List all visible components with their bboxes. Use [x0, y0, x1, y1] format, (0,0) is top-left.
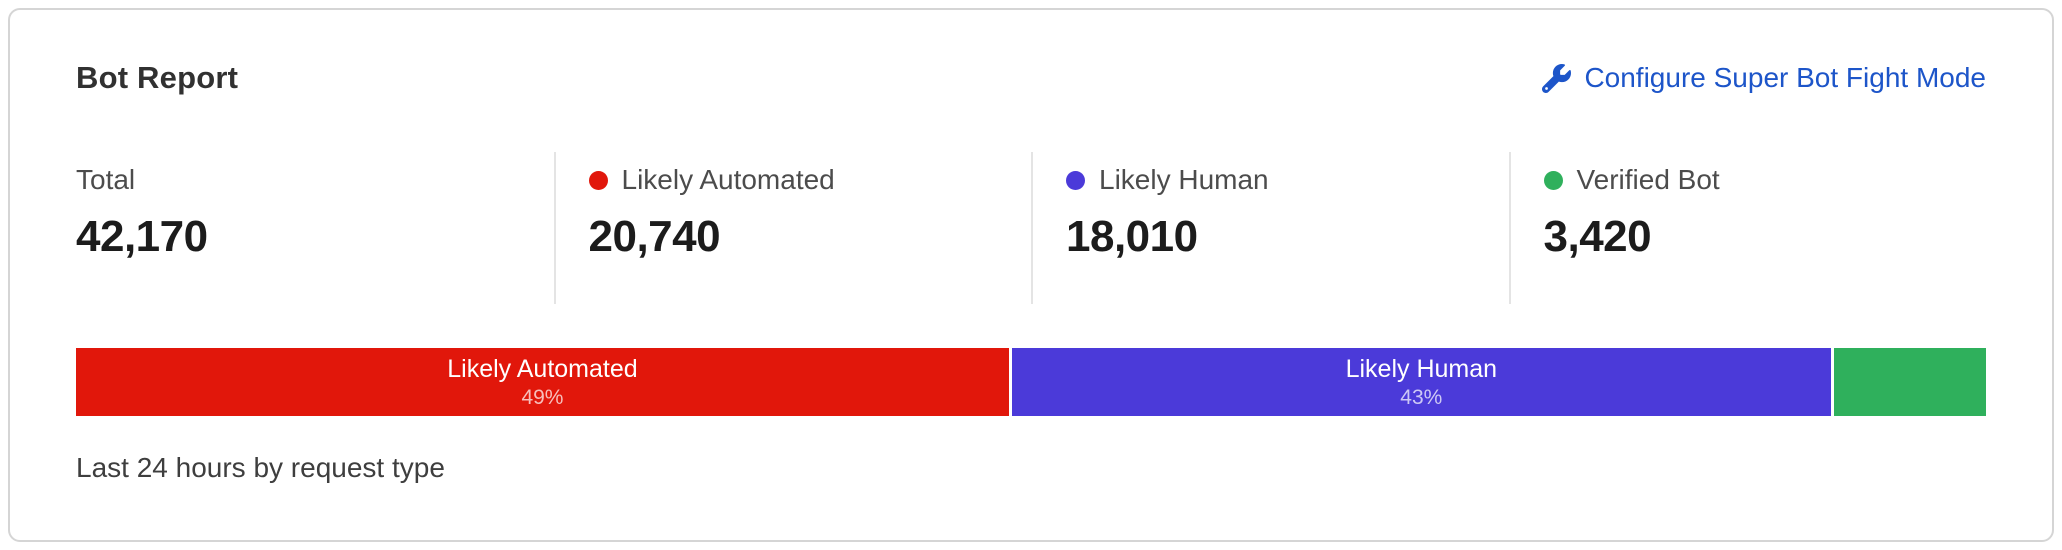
configure-link-label: Configure Super Bot Fight Mode	[1584, 62, 1986, 93]
stats-row: Total 42,170 Likely Automated 20,740 Lik…	[76, 152, 1986, 304]
card-footer-caption: Last 24 hours by request type	[76, 452, 445, 483]
verified-bot-dot-icon	[1543, 170, 1563, 190]
wrench-icon	[1542, 63, 1572, 93]
bar-segment-likely-automated-percent: 49%	[521, 386, 564, 410]
likely-automated-dot-icon	[588, 170, 608, 190]
card-header: Bot Report Configure Super Bot Fight Mod…	[76, 60, 1986, 96]
bar-segment-likely-human-percent: 43%	[1400, 386, 1443, 410]
bar-segment-likely-human: Likely Human 43%	[1011, 348, 1831, 416]
request-type-stacked-bar: Likely Automated 49% Likely Human 43%	[76, 348, 1986, 416]
bar-segment-likely-automated-label: Likely Automated	[447, 354, 638, 383]
stat-total: Total 42,170	[76, 152, 554, 304]
configure-super-bot-fight-mode-link[interactable]: Configure Super Bot Fight Mode	[1542, 62, 1986, 94]
bar-segment-verified-bot	[1833, 348, 1986, 416]
stat-verified-bot-label: Verified Bot	[1576, 164, 1720, 195]
stat-verified-bot-value: 3,420	[1543, 212, 1652, 261]
stat-total-label: Total	[76, 164, 136, 195]
stat-likely-automated-label: Likely Automated	[621, 164, 835, 195]
likely-human-dot-icon	[1066, 170, 1085, 190]
bar-segment-likely-human-label: Likely Human	[1345, 354, 1498, 383]
page-title: Bot Report	[76, 60, 239, 95]
stat-verified-bot: Verified Bot 3,420	[1508, 152, 1987, 304]
bot-report-card: Bot Report Configure Super Bot Fight Mod…	[8, 8, 2054, 542]
stat-likely-automated-value: 20,740	[588, 212, 721, 261]
stat-likely-human-value: 18,010	[1066, 212, 1198, 261]
bar-segment-likely-automated: Likely Automated 49%	[76, 348, 1009, 416]
stat-likely-automated: Likely Automated 20,740	[553, 152, 1032, 304]
stat-likely-human: Likely Human 18,010	[1031, 152, 1509, 304]
stat-likely-human-label: Likely Human	[1099, 164, 1269, 195]
stat-total-value: 42,170	[76, 212, 208, 261]
